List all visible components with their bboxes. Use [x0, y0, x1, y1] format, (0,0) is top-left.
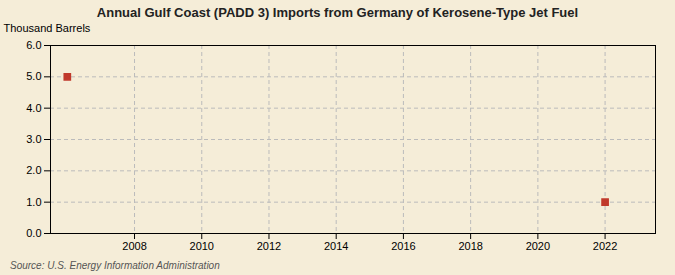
svg-text:2008: 2008	[122, 240, 146, 252]
svg-text:2014: 2014	[324, 240, 348, 252]
svg-text:4.0: 4.0	[26, 102, 41, 114]
svg-text:6.0: 6.0	[26, 39, 41, 51]
html-text:Source: U.S. Energy Informatio: Source: U.S. Energy Information Administ…	[10, 260, 220, 271]
svg-text:3.0: 3.0	[26, 133, 41, 145]
svg-text:Thousand Barrels: Thousand Barrels	[4, 22, 91, 34]
svg-text:2016: 2016	[391, 240, 415, 252]
svg-text:2018: 2018	[458, 240, 482, 252]
svg-text:0.0: 0.0	[26, 227, 41, 239]
svg-text:1.0: 1.0	[26, 196, 41, 208]
svg-text:2020: 2020	[526, 240, 550, 252]
svg-text:2022: 2022	[593, 240, 617, 252]
svg-text:2012: 2012	[257, 240, 281, 252]
html-text:Annual Gulf Coast (PADD 3) Imp: Annual Gulf Coast (PADD 3) Imports from …	[96, 5, 579, 20]
svg-text:2.0: 2.0	[26, 164, 41, 176]
svg-text:2010: 2010	[190, 240, 214, 252]
svg-text:5.0: 5.0	[26, 70, 41, 82]
